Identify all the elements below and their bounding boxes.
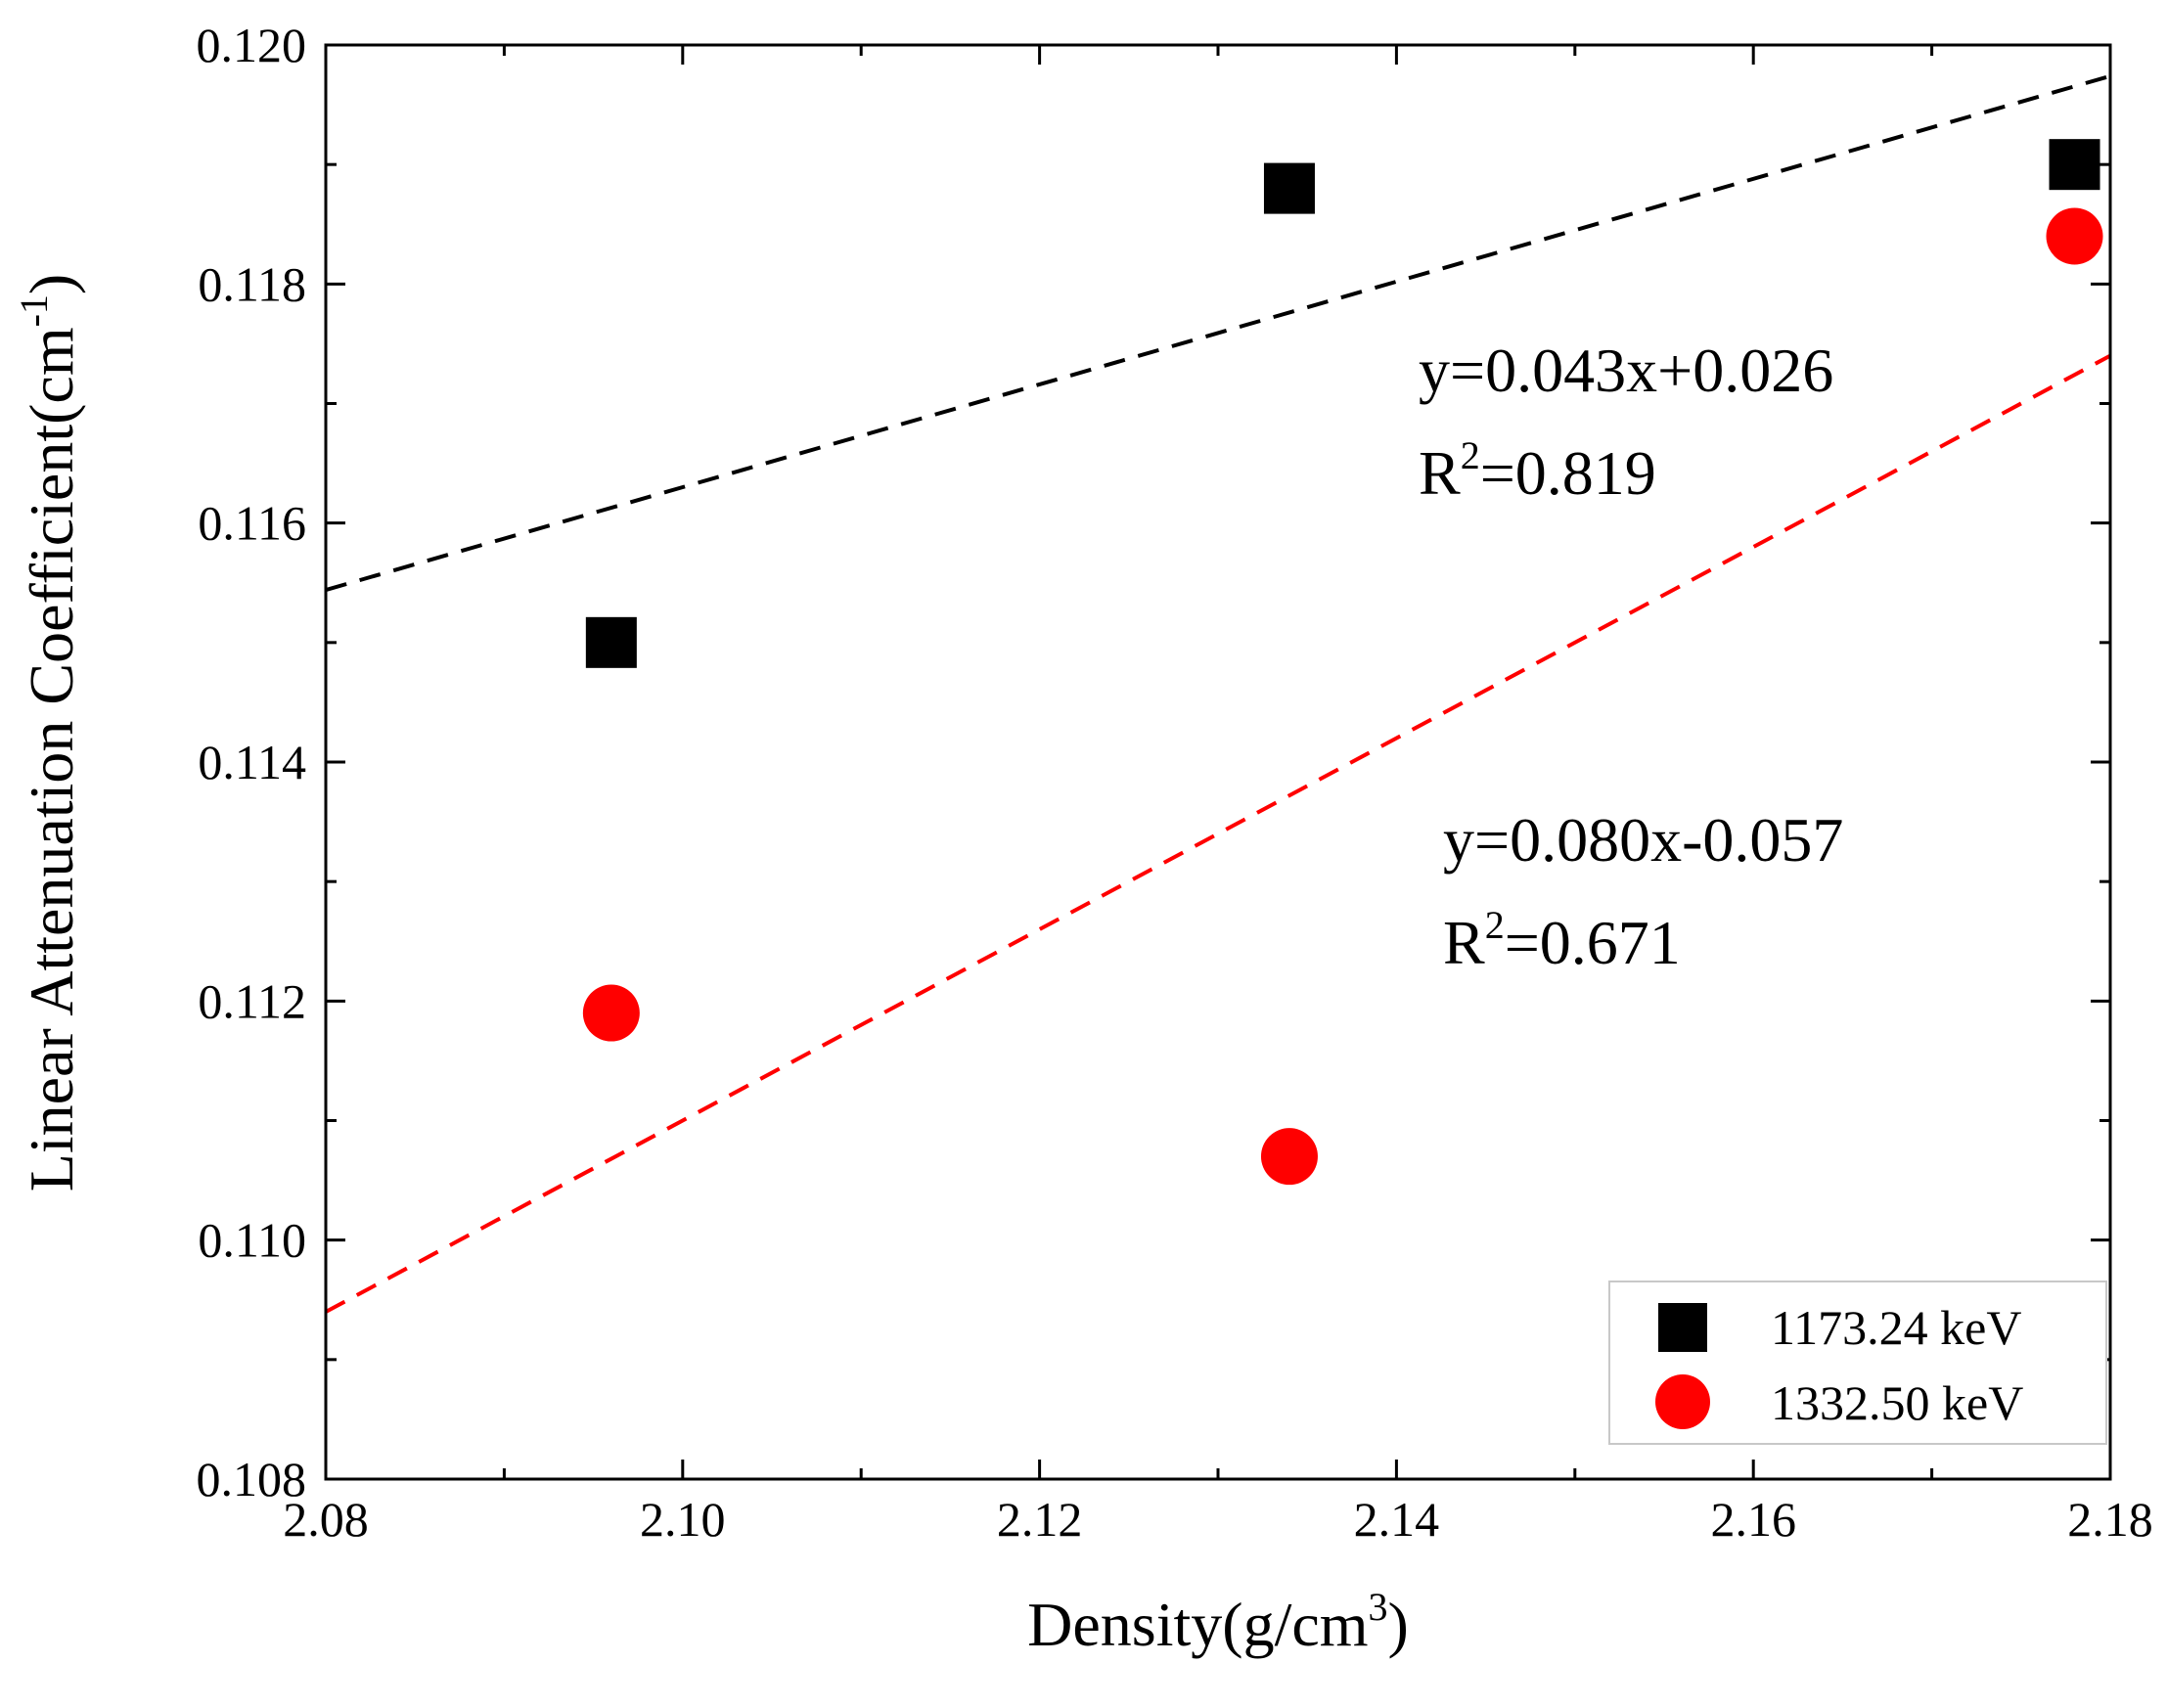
y-tick-label-2: 0.112 bbox=[198, 973, 306, 1028]
x-axis-title-main: Density(g/cm bbox=[1027, 1590, 1368, 1659]
y-tick-label-4: 0.116 bbox=[198, 496, 306, 551]
fit-r2-1332: R2=0.671 bbox=[1443, 903, 1681, 977]
fit-r2-1332-sup: 2 bbox=[1485, 903, 1505, 947]
x-tick-label-5: 2.18 bbox=[2067, 1492, 2153, 1547]
data-point-1173-2 bbox=[2049, 139, 2100, 191]
x-axis-title-tail: ) bbox=[1388, 1590, 1409, 1659]
legend-marker-square bbox=[1658, 1303, 1707, 1352]
y-tick-label-0: 0.108 bbox=[197, 1452, 307, 1506]
data-point-1173-0 bbox=[585, 616, 637, 668]
legend: 1173.24 keV 1332.50 keV bbox=[1608, 1281, 2107, 1445]
y-tick-label-3: 0.114 bbox=[198, 735, 306, 789]
y-axis-title: Linear Attenuation Coefficient(cm-1) bbox=[12, 274, 86, 1191]
y-axis-title-sup: -1 bbox=[12, 294, 56, 327]
data-point-1332-1 bbox=[1260, 1128, 1318, 1186]
y-tick-label-5: 0.118 bbox=[198, 256, 306, 311]
data-point-1332-2 bbox=[2046, 207, 2103, 265]
fit-r2-1173-prefix: R bbox=[1419, 438, 1461, 508]
legend-marker-circle bbox=[1655, 1374, 1710, 1429]
data-point-1332-0 bbox=[582, 984, 640, 1042]
fit-r2-1332-prefix: R bbox=[1443, 908, 1485, 977]
x-tick-label-3: 2.14 bbox=[1354, 1492, 1440, 1547]
fit-lines bbox=[326, 73, 2110, 1314]
legend-label-1332: 1332.50 keV bbox=[1771, 1375, 2023, 1430]
fit-equation-1332: y=0.080x-0.057 bbox=[1443, 805, 1843, 875]
x-tick-label-1: 2.10 bbox=[640, 1492, 726, 1547]
y-tick-label-1: 0.110 bbox=[198, 1213, 306, 1268]
fit-r2-1173: R2=0.819 bbox=[1419, 433, 1656, 508]
fit-r2-1332-value: =0.671 bbox=[1505, 908, 1681, 977]
data-point-1173-1 bbox=[1263, 162, 1315, 214]
x-axis-title: Density(g/cm3) bbox=[1027, 1585, 1409, 1659]
fit-equation-1173: y=0.043x+0.026 bbox=[1419, 336, 1833, 405]
x-axis-title-sup: 3 bbox=[1369, 1585, 1388, 1629]
fit-line-1173 bbox=[326, 73, 2110, 593]
axis-ticks bbox=[324, 43, 2112, 1481]
fit-r2-1173-sup: 2 bbox=[1461, 433, 1480, 477]
fit-line-1332 bbox=[326, 353, 2110, 1314]
data-points bbox=[582, 139, 2103, 1186]
x-tick-label-2: 2.12 bbox=[997, 1492, 1083, 1547]
y-axis-title-main: Linear Attenuation Coefficient(cm bbox=[17, 327, 86, 1191]
x-tick-label-0: 2.08 bbox=[283, 1492, 369, 1547]
x-tick-label-4: 2.16 bbox=[1710, 1492, 1796, 1547]
fit-r2-1173-value: =0.819 bbox=[1480, 438, 1656, 508]
plot-frame bbox=[324, 43, 2112, 1481]
y-tick-label-6: 0.120 bbox=[197, 18, 307, 72]
y-axis-title-tail: ) bbox=[17, 274, 86, 294]
legend-label-1173: 1173.24 keV bbox=[1771, 1300, 2021, 1355]
axis-tick-labels: 2.08 2.10 2.12 2.14 2.16 2.18 0.108 0.110 0.112 0… bbox=[197, 18, 2153, 1547]
